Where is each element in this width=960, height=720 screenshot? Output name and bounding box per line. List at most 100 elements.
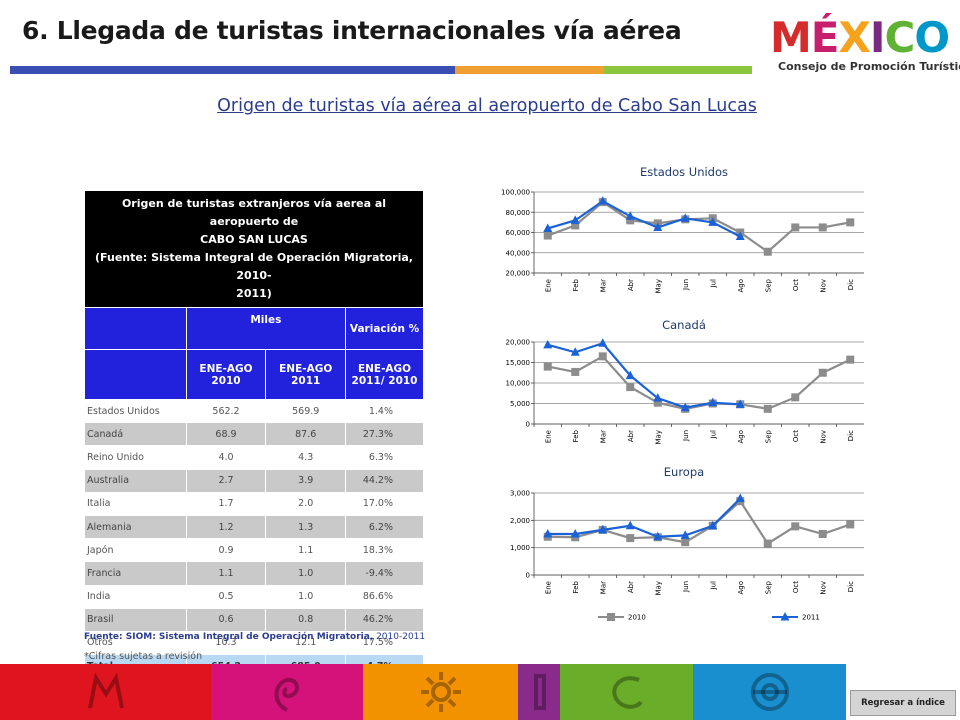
data-point-2010 — [846, 355, 855, 364]
data-point-2010 — [626, 216, 635, 225]
header-blank-cell-2 — [84, 349, 187, 400]
data-point-2011 — [543, 529, 553, 538]
data-point-2011 — [653, 393, 663, 402]
value-2010-cell: 0.6 — [185, 607, 267, 632]
y-tick-label: 0 — [526, 421, 530, 429]
series-line-2011 — [547, 199, 741, 238]
data-point-2011 — [570, 529, 580, 538]
value-2011-cell: 1.1 — [265, 538, 347, 563]
data-point-2010 — [626, 383, 635, 392]
data-point-2010 — [626, 534, 635, 543]
legend-2011-label: 2011 — [802, 614, 820, 622]
value-2010-cell: 562.2 — [185, 398, 267, 424]
x-tick-label: Nov — [819, 279, 827, 293]
y-tick-label: 80,000 — [506, 209, 531, 217]
x-tick-label: Sep — [764, 429, 772, 443]
value-2011-cell: 1.0 — [265, 584, 347, 609]
value-2010-cell: 10.3 — [185, 630, 267, 656]
footer-segment — [560, 664, 693, 720]
variation-cell: 86.6% — [345, 584, 424, 609]
y-tick-label: 3,000 — [510, 490, 530, 498]
footer-segment — [518, 664, 560, 720]
country-cell: Reino Unido — [84, 445, 187, 470]
y-tick-label: 40,000 — [506, 249, 531, 257]
value-2010-cell: 68.9 — [185, 422, 267, 447]
series-line-2011 — [547, 497, 742, 538]
country-cell: Japón — [84, 538, 187, 563]
y-tick-label: 2,000 — [510, 517, 530, 525]
y-tick-label: 100,000 — [501, 189, 530, 197]
value-2010-cell: 0.5 — [185, 584, 267, 609]
value-2011-cell: 1.0 — [265, 561, 347, 586]
country-cell: Francia — [84, 561, 187, 586]
footer-segment — [211, 664, 363, 720]
data-point-2011 — [598, 196, 608, 205]
logo-letter: X — [838, 13, 871, 62]
title-underline-bar — [10, 66, 752, 74]
data-point-2010 — [791, 522, 800, 531]
page-subtitle: Origen de turistas vía aérea al aeropuer… — [217, 96, 757, 116]
value-2010-cell: 1.1 — [185, 561, 267, 586]
x-tick-label: Jul — [709, 430, 717, 440]
x-tick-label: Sep — [764, 580, 772, 594]
logo-letter: O — [914, 13, 950, 62]
chart-europa-svg: Europa 0 1,000 2,000 3,000 Ene Feb Mar Abr May Jun… — [510, 465, 864, 622]
x-tick-label: Jul — [709, 581, 717, 591]
value-2011-cell: 1.3 — [265, 514, 347, 540]
x-tick-label: Ene — [544, 279, 552, 292]
source-bold: Fuente: SIOM: Sistema Integral de Operac… — [84, 632, 374, 642]
table-title-line-2: CABO SAN LUCAS — [200, 233, 308, 246]
data-point-2010 — [598, 352, 607, 361]
logo-subtitle: Consejo de Promoción Turística — [778, 60, 960, 73]
x-tick-label: Ago — [737, 430, 745, 444]
source-note: Fuente: SIOM: Sistema Integral de Operac… — [84, 632, 425, 642]
y-tick-label: 20,000 — [506, 270, 531, 278]
variation-cell: 44.2% — [345, 468, 424, 493]
value-2010-cell: 2.7 — [185, 468, 267, 493]
data-point-2010 — [791, 393, 800, 402]
y-tick-label: 0 — [526, 572, 530, 580]
chart-title: Canadá — [662, 318, 706, 332]
data-point-2010 — [763, 404, 772, 413]
value-2011-cell: 2.0 — [265, 491, 347, 516]
data-point-2011 — [543, 223, 553, 232]
data-point-2010 — [818, 530, 827, 538]
data-point-2011 — [735, 231, 745, 241]
chart-europa: Europa 0 1,000 2,000 3,000 Ene Feb Mar Abr May Jun… — [480, 462, 870, 634]
data-point-2011 — [735, 399, 745, 408]
country-cell: Italia — [84, 491, 187, 516]
chart-title: Estados Unidos — [640, 165, 728, 179]
variation-cell: 17.0% — [345, 491, 424, 516]
x-tick-label: Mar — [599, 581, 607, 594]
series-line-2010 — [547, 200, 851, 254]
table-row: India 0.5 1.0 86.6% — [84, 584, 424, 609]
header-col-2010: ENE-AGO 2010 — [185, 349, 267, 400]
data-point-2010 — [681, 538, 690, 547]
data-point-2011 — [598, 338, 608, 347]
aztec-glyph-icon — [87, 672, 124, 709]
x-tick-label: Nov — [819, 581, 827, 595]
x-tick-label: Oct — [792, 430, 800, 442]
variation-cell: 27.3% — [345, 422, 424, 447]
data-point-2011 — [570, 347, 580, 356]
country-cell: Canadá — [84, 422, 187, 447]
y-tick-label: 5,000 — [510, 400, 530, 408]
table-title-line-1: Origen de turistas extranjeros vía aerea… — [121, 197, 387, 228]
country-cell: Otros — [84, 630, 187, 656]
value-2011-cell: 0.8 — [265, 607, 347, 632]
table-row: Italia 1.7 2.0 17.0% — [84, 491, 424, 516]
table-row: Canadá 68.9 87.6 27.3% — [84, 422, 424, 447]
table-row: Japón 0.9 1.1 18.3% — [84, 538, 424, 563]
table-title: Origen de turistas extranjeros vía aerea… — [84, 190, 424, 308]
data-point-2011 — [570, 215, 580, 224]
x-tick-label: Ene — [544, 430, 552, 443]
data-point-2010 — [846, 218, 855, 227]
value-2011-cell: 4.3 — [265, 445, 347, 470]
x-tick-label: Ene — [544, 581, 552, 594]
x-tick-label: Dic — [847, 279, 855, 290]
back-to-index-button[interactable]: Regresar a índice — [850, 690, 956, 716]
value-2011-cell: 87.6 — [265, 422, 347, 447]
logo-wordmark: MÉXICO — [770, 12, 950, 64]
table-row: Francia 1.1 1.0 -9.4% — [84, 561, 424, 586]
data-point-2011 — [708, 217, 718, 226]
